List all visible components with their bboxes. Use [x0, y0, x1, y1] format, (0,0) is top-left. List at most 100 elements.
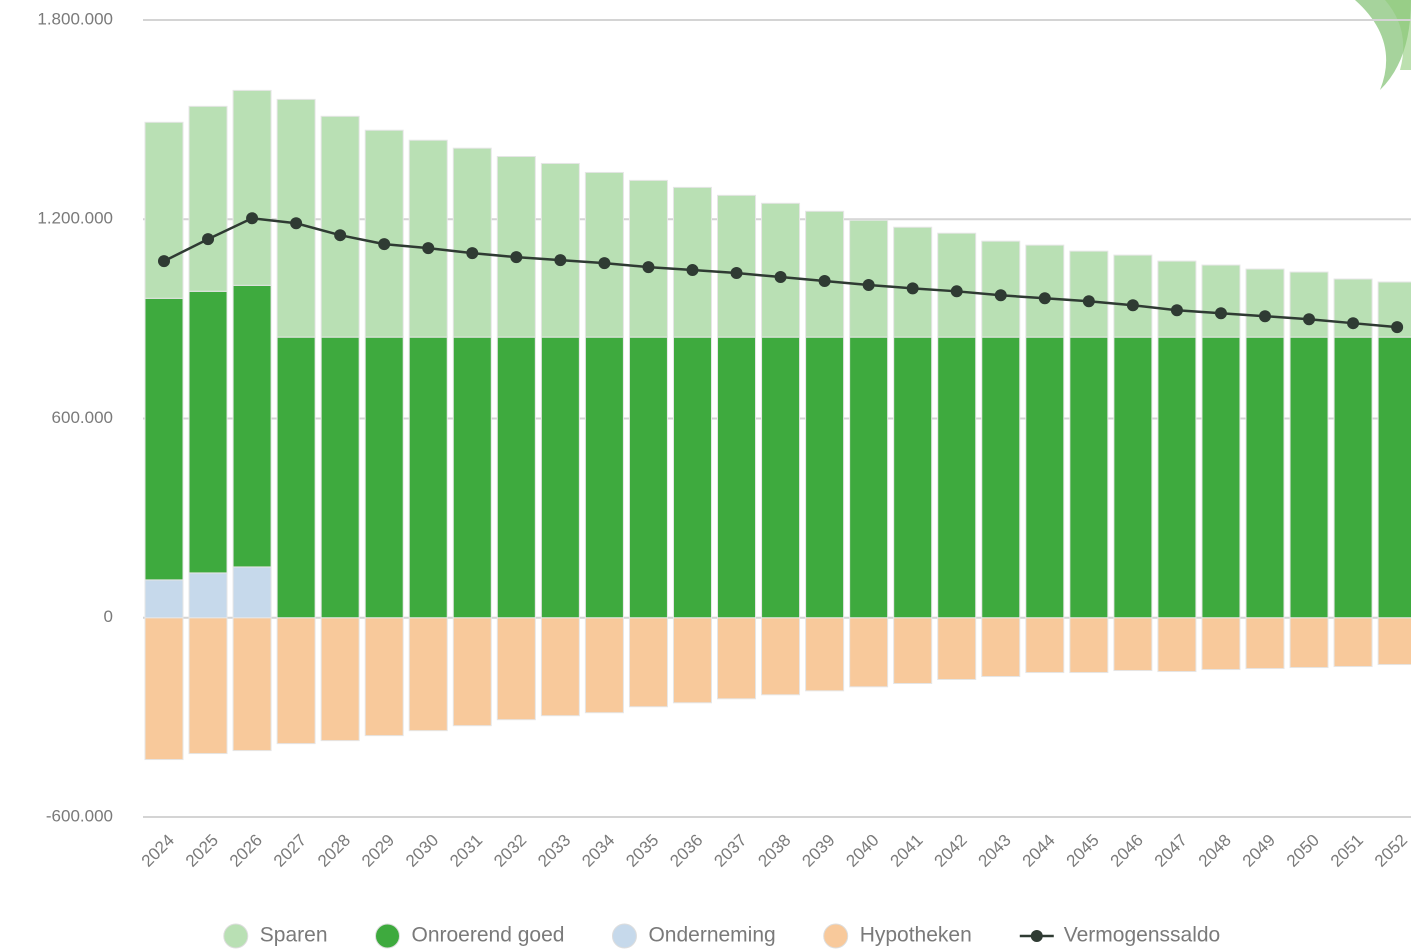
- line-point: [1126, 299, 1139, 312]
- x-tick-label: 2043: [975, 831, 1015, 871]
- legend-label: Vermogenssaldo: [1064, 924, 1220, 947]
- x-tick-label: 2031: [446, 831, 486, 871]
- x-tick-label: 2033: [534, 831, 574, 871]
- legend-label: Onroerend goed: [412, 924, 565, 947]
- legend-label: Onderneming: [648, 924, 775, 947]
- bar-segment: [893, 226, 933, 338]
- bar-segment: [496, 336, 536, 619]
- bar-segment: [364, 336, 404, 619]
- bar-segment: [717, 617, 757, 700]
- bar-segment: [320, 617, 360, 742]
- line-point: [598, 257, 611, 270]
- bar-segment: [628, 336, 668, 619]
- x-tick-label: 2048: [1195, 831, 1235, 871]
- x-tick-label: 2046: [1107, 831, 1147, 871]
- bar-segment: [761, 336, 801, 619]
- bar-segment: [628, 179, 668, 338]
- bar-segment: [540, 617, 580, 717]
- x-tick-label: 2052: [1371, 831, 1411, 871]
- line-point: [994, 289, 1007, 302]
- x-tick-label: 2026: [226, 831, 266, 871]
- bar-segment: [452, 147, 492, 338]
- bar-segment: [232, 284, 272, 568]
- bar-segment: [540, 336, 580, 619]
- bar-segment: [1157, 260, 1197, 338]
- line-point: [1347, 317, 1360, 330]
- bar-segment: [144, 579, 184, 619]
- line-point: [510, 251, 523, 264]
- bar-segment: [717, 336, 757, 619]
- bar-segment: [893, 617, 933, 685]
- bar-segment: [276, 617, 316, 745]
- decoration: [1385, 0, 1411, 70]
- bar-segment: [1025, 336, 1065, 619]
- y-tick-label: 0: [104, 607, 113, 626]
- line-point: [774, 271, 787, 284]
- bar-segment: [805, 210, 845, 338]
- line-point: [1214, 307, 1227, 320]
- line-point: [246, 212, 259, 225]
- bar-segment: [672, 336, 712, 619]
- line-point: [1170, 304, 1183, 317]
- bar-segment: [893, 336, 933, 619]
- line-point: [378, 238, 391, 251]
- x-tick-label: 2028: [314, 831, 354, 871]
- bar-segment: [1069, 250, 1109, 338]
- line-point: [642, 261, 655, 274]
- bar-segment: [276, 98, 316, 338]
- bar-segment: [1377, 336, 1411, 619]
- bar-segment: [761, 617, 801, 696]
- bar-segment: [364, 129, 404, 338]
- bar-segment: [849, 617, 889, 688]
- bar-segment: [188, 105, 228, 292]
- x-tick-label: 2042: [931, 831, 971, 871]
- legend-item: Hypotheken: [823, 923, 972, 949]
- bar-segment: [1113, 617, 1153, 672]
- x-tick-label: 2025: [182, 831, 222, 871]
- line-point: [334, 229, 347, 242]
- bar-segment: [1157, 336, 1197, 619]
- legend-item: Onderneming: [611, 923, 776, 949]
- bar-segment: [452, 617, 492, 727]
- bar-segment: [1201, 336, 1241, 619]
- x-tick-label: 2036: [666, 831, 706, 871]
- legend-label: Sparen: [260, 924, 328, 947]
- x-tick-label: 2032: [490, 831, 530, 871]
- x-tick-label: 2030: [402, 831, 442, 871]
- x-tick-label: 2051: [1327, 831, 1367, 871]
- bar-segment: [408, 336, 448, 619]
- line-point: [202, 233, 215, 246]
- bar-segment: [1333, 336, 1373, 619]
- bar-segment: [320, 336, 360, 619]
- line-point: [422, 242, 435, 255]
- bar-segment: [937, 232, 977, 338]
- y-tick-label: 1.200.000: [37, 209, 113, 228]
- x-tick-label: 2029: [358, 831, 398, 871]
- bar-segment: [144, 617, 184, 761]
- bar-segment: [496, 617, 536, 721]
- decoration: [1355, 0, 1411, 90]
- bar-segment: [364, 617, 404, 737]
- bar-segment: [232, 617, 272, 752]
- bar-segment: [1069, 617, 1109, 674]
- legend-marker: [1030, 930, 1043, 942]
- line-point: [1038, 292, 1051, 305]
- line-point: [818, 275, 831, 288]
- bar-segment: [320, 115, 360, 338]
- bar-segment: [188, 290, 228, 574]
- x-tick-label: 2034: [578, 831, 618, 871]
- x-tick-label: 2037: [710, 831, 750, 871]
- bar-segment: [1289, 271, 1329, 338]
- x-tick-label: 2024: [138, 831, 178, 871]
- y-tick-label: 600.000: [52, 408, 113, 427]
- bar-segment: [584, 617, 624, 714]
- bar-segment: [276, 336, 316, 619]
- bar-segment: [452, 336, 492, 619]
- bar-segment: [584, 171, 624, 338]
- bar-segment: [540, 162, 580, 338]
- bar-segment: [1113, 254, 1153, 338]
- line-point: [862, 279, 875, 292]
- y-tick-label: -600.000: [46, 806, 113, 825]
- line-point: [466, 247, 479, 260]
